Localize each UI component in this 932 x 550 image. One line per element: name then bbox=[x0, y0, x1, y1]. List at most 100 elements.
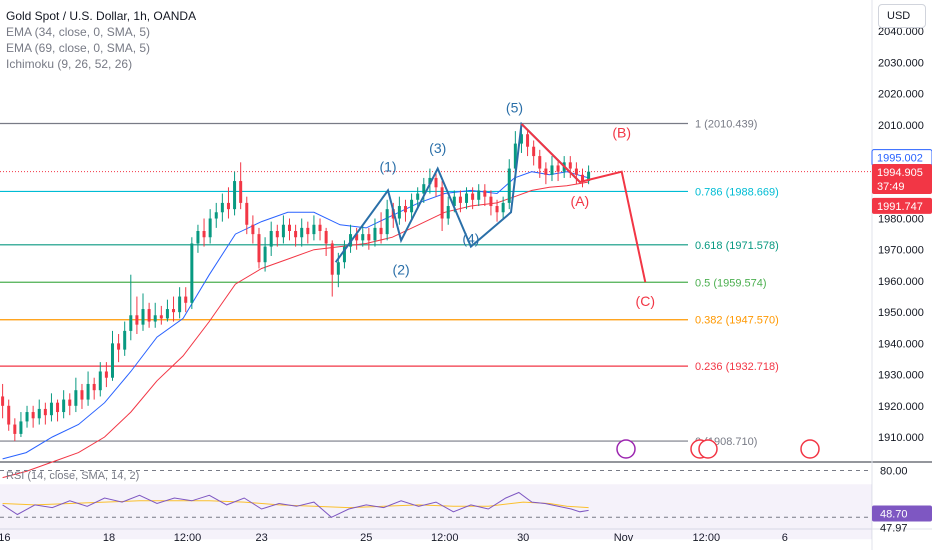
candle-body bbox=[7, 405, 11, 425]
candle-body bbox=[245, 202, 249, 225]
price-tick-label: 1960.000 bbox=[878, 276, 924, 288]
candle-body bbox=[226, 202, 230, 210]
candle-body bbox=[239, 181, 243, 203]
candle-body bbox=[92, 383, 96, 391]
candle-body bbox=[330, 243, 334, 275]
candle-body bbox=[483, 190, 487, 197]
candle-body bbox=[129, 315, 133, 331]
candle-body bbox=[86, 383, 90, 400]
candle-body bbox=[19, 421, 23, 434]
candle-body bbox=[495, 206, 499, 213]
candle-body bbox=[141, 309, 145, 325]
corrective-wave-line bbox=[520, 123, 647, 283]
rsi-line bbox=[2, 491, 589, 518]
time-tick-label: 30 bbox=[517, 532, 529, 544]
candle-body bbox=[422, 184, 426, 194]
candle-body bbox=[269, 231, 273, 247]
candle-body bbox=[428, 177, 432, 185]
candle-body bbox=[385, 209, 389, 235]
ema-price-tag-text: 1991.747 bbox=[877, 201, 923, 213]
current-price-tag-text: 1995.002 bbox=[877, 153, 923, 165]
candle-body bbox=[403, 206, 407, 213]
candle-body bbox=[458, 196, 462, 203]
impulse-wave-label: (1) bbox=[379, 159, 396, 175]
candle-body bbox=[153, 315, 157, 322]
candle-body bbox=[123, 330, 127, 350]
candle-body bbox=[318, 224, 322, 231]
candle-body bbox=[568, 162, 572, 169]
impulse-wave-label: (5) bbox=[506, 99, 523, 115]
ema34-line bbox=[2, 171, 589, 460]
candle-body bbox=[62, 399, 66, 413]
time-tick-label: 12:00 bbox=[174, 532, 202, 544]
candle-body bbox=[538, 156, 542, 169]
ema69-legend: EMA (69, close, 0, SMA, 5) bbox=[6, 41, 151, 55]
candle-body bbox=[397, 206, 401, 219]
time-tick-label: 12:00 bbox=[431, 532, 459, 544]
currency-button[interactable]: USD bbox=[878, 4, 926, 28]
candle-body bbox=[74, 390, 78, 406]
candle-body bbox=[43, 408, 47, 416]
candle-body bbox=[98, 371, 102, 391]
candle-body bbox=[165, 309, 169, 319]
candle-body bbox=[117, 343, 121, 350]
us-flag-event-icon bbox=[698, 439, 718, 459]
candle-body bbox=[434, 177, 438, 188]
candle-body bbox=[275, 231, 279, 238]
candle-body bbox=[220, 202, 224, 213]
candle-body bbox=[214, 212, 218, 219]
candle-body bbox=[110, 343, 114, 378]
fib-level-label: 0.786 (1988.669) bbox=[695, 186, 779, 198]
us-flag-event-icon bbox=[800, 439, 820, 459]
time-tick-label: 23 bbox=[255, 532, 267, 544]
candle-body bbox=[513, 143, 517, 169]
candle-body bbox=[135, 315, 139, 325]
candle-body bbox=[526, 134, 530, 147]
candle-body bbox=[80, 390, 84, 400]
price-tick-label: 1910.000 bbox=[878, 432, 924, 444]
bid-price-tag-text: 1994.905 bbox=[877, 167, 923, 179]
price-tick-label: 2040.000 bbox=[878, 26, 924, 38]
lightning-event-icon bbox=[616, 439, 636, 459]
fib-level-label: 0.5 (1959.574) bbox=[695, 277, 767, 289]
corrective-wave-label: (A) bbox=[571, 193, 590, 209]
corrective-wave-label: (B) bbox=[612, 124, 631, 140]
bid-price-countdown-text: 37:49 bbox=[877, 181, 905, 193]
candle-body bbox=[300, 227, 304, 238]
ema34-legend: EMA (34, close, 0, SMA, 5) bbox=[6, 25, 151, 39]
time-tick-label: 25 bbox=[360, 532, 372, 544]
fib-level-label: 0.382 (1947.570) bbox=[695, 315, 779, 327]
time-tick-label: 6 bbox=[782, 532, 788, 544]
price-tick-label: 2010.000 bbox=[878, 120, 924, 132]
price-tick-label: 1950.000 bbox=[878, 307, 924, 319]
candle-body bbox=[1, 396, 5, 406]
candle-body bbox=[587, 171, 591, 182]
candle-body bbox=[178, 296, 182, 313]
impulse-wave-line bbox=[334, 121, 581, 263]
candle-body bbox=[37, 408, 41, 419]
candle-body bbox=[281, 224, 285, 238]
rsi-tick-label: 80.00 bbox=[880, 466, 908, 478]
candle-body bbox=[208, 218, 212, 238]
candle-body bbox=[556, 165, 560, 172]
candle-body bbox=[31, 412, 35, 419]
candle-body bbox=[410, 199, 414, 213]
candle-body bbox=[452, 196, 456, 207]
candle-body bbox=[465, 193, 469, 203]
impulse-wave-label: (3) bbox=[429, 140, 446, 156]
candle-body bbox=[440, 187, 444, 219]
price-tick-label: 1940.000 bbox=[878, 338, 924, 350]
ichimoku-legend: Ichimoku (9, 26, 52, 26) bbox=[6, 57, 133, 71]
candle-body bbox=[489, 196, 493, 207]
rsi-signal-line bbox=[2, 500, 589, 509]
candle-body bbox=[202, 231, 206, 238]
candle-body bbox=[416, 193, 420, 200]
price-tick-label: 1920.000 bbox=[878, 401, 924, 413]
symbol-title: Gold Spot / U.S. Dollar, 1h, OANDA bbox=[6, 9, 197, 23]
candle-body bbox=[336, 262, 340, 275]
candle-body bbox=[190, 243, 194, 303]
corrective-wave-label: (C) bbox=[636, 293, 655, 309]
candle-body bbox=[68, 399, 72, 406]
candle-body bbox=[544, 168, 548, 175]
